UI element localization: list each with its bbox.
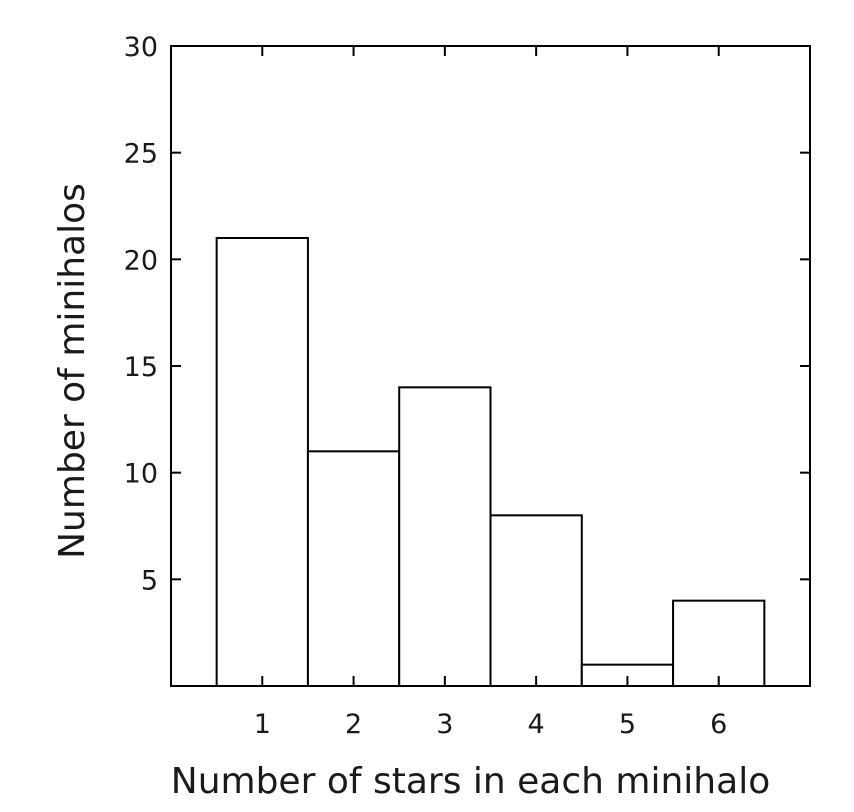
y-axis-label: Number of minihalos — [52, 183, 93, 559]
y-tick-label-10: 10 — [124, 459, 158, 490]
bar-6 — [672, 599, 766, 688]
x-tick-label-2: 2 — [345, 709, 362, 740]
bar-3 — [398, 386, 492, 687]
x-axis-label: Number of stars in each minihalo — [171, 761, 770, 802]
x-tick-label-1: 1 — [254, 709, 271, 740]
x-tick-label-5: 5 — [619, 709, 636, 740]
bar-1 — [215, 237, 309, 687]
ticks-group — [171, 45, 810, 686]
bar-2 — [306, 450, 401, 688]
tick-labels-group: 5 10 15 20 25 30 1 2 3 4 5 6 — [124, 32, 728, 740]
x-tick-label-4: 4 — [528, 709, 545, 740]
y-tick-label-15: 15 — [124, 352, 158, 383]
y-tick-label-5: 5 — [141, 565, 158, 596]
x-tick-label-3: 3 — [436, 709, 453, 740]
x-tick-label-6: 6 — [710, 709, 727, 740]
y-tick-label-30: 30 — [124, 32, 158, 63]
bars-group — [215, 237, 766, 688]
y-tick-label-25: 25 — [124, 139, 158, 170]
y-tick-label-20: 20 — [124, 245, 158, 276]
bar-4 — [489, 514, 583, 687]
